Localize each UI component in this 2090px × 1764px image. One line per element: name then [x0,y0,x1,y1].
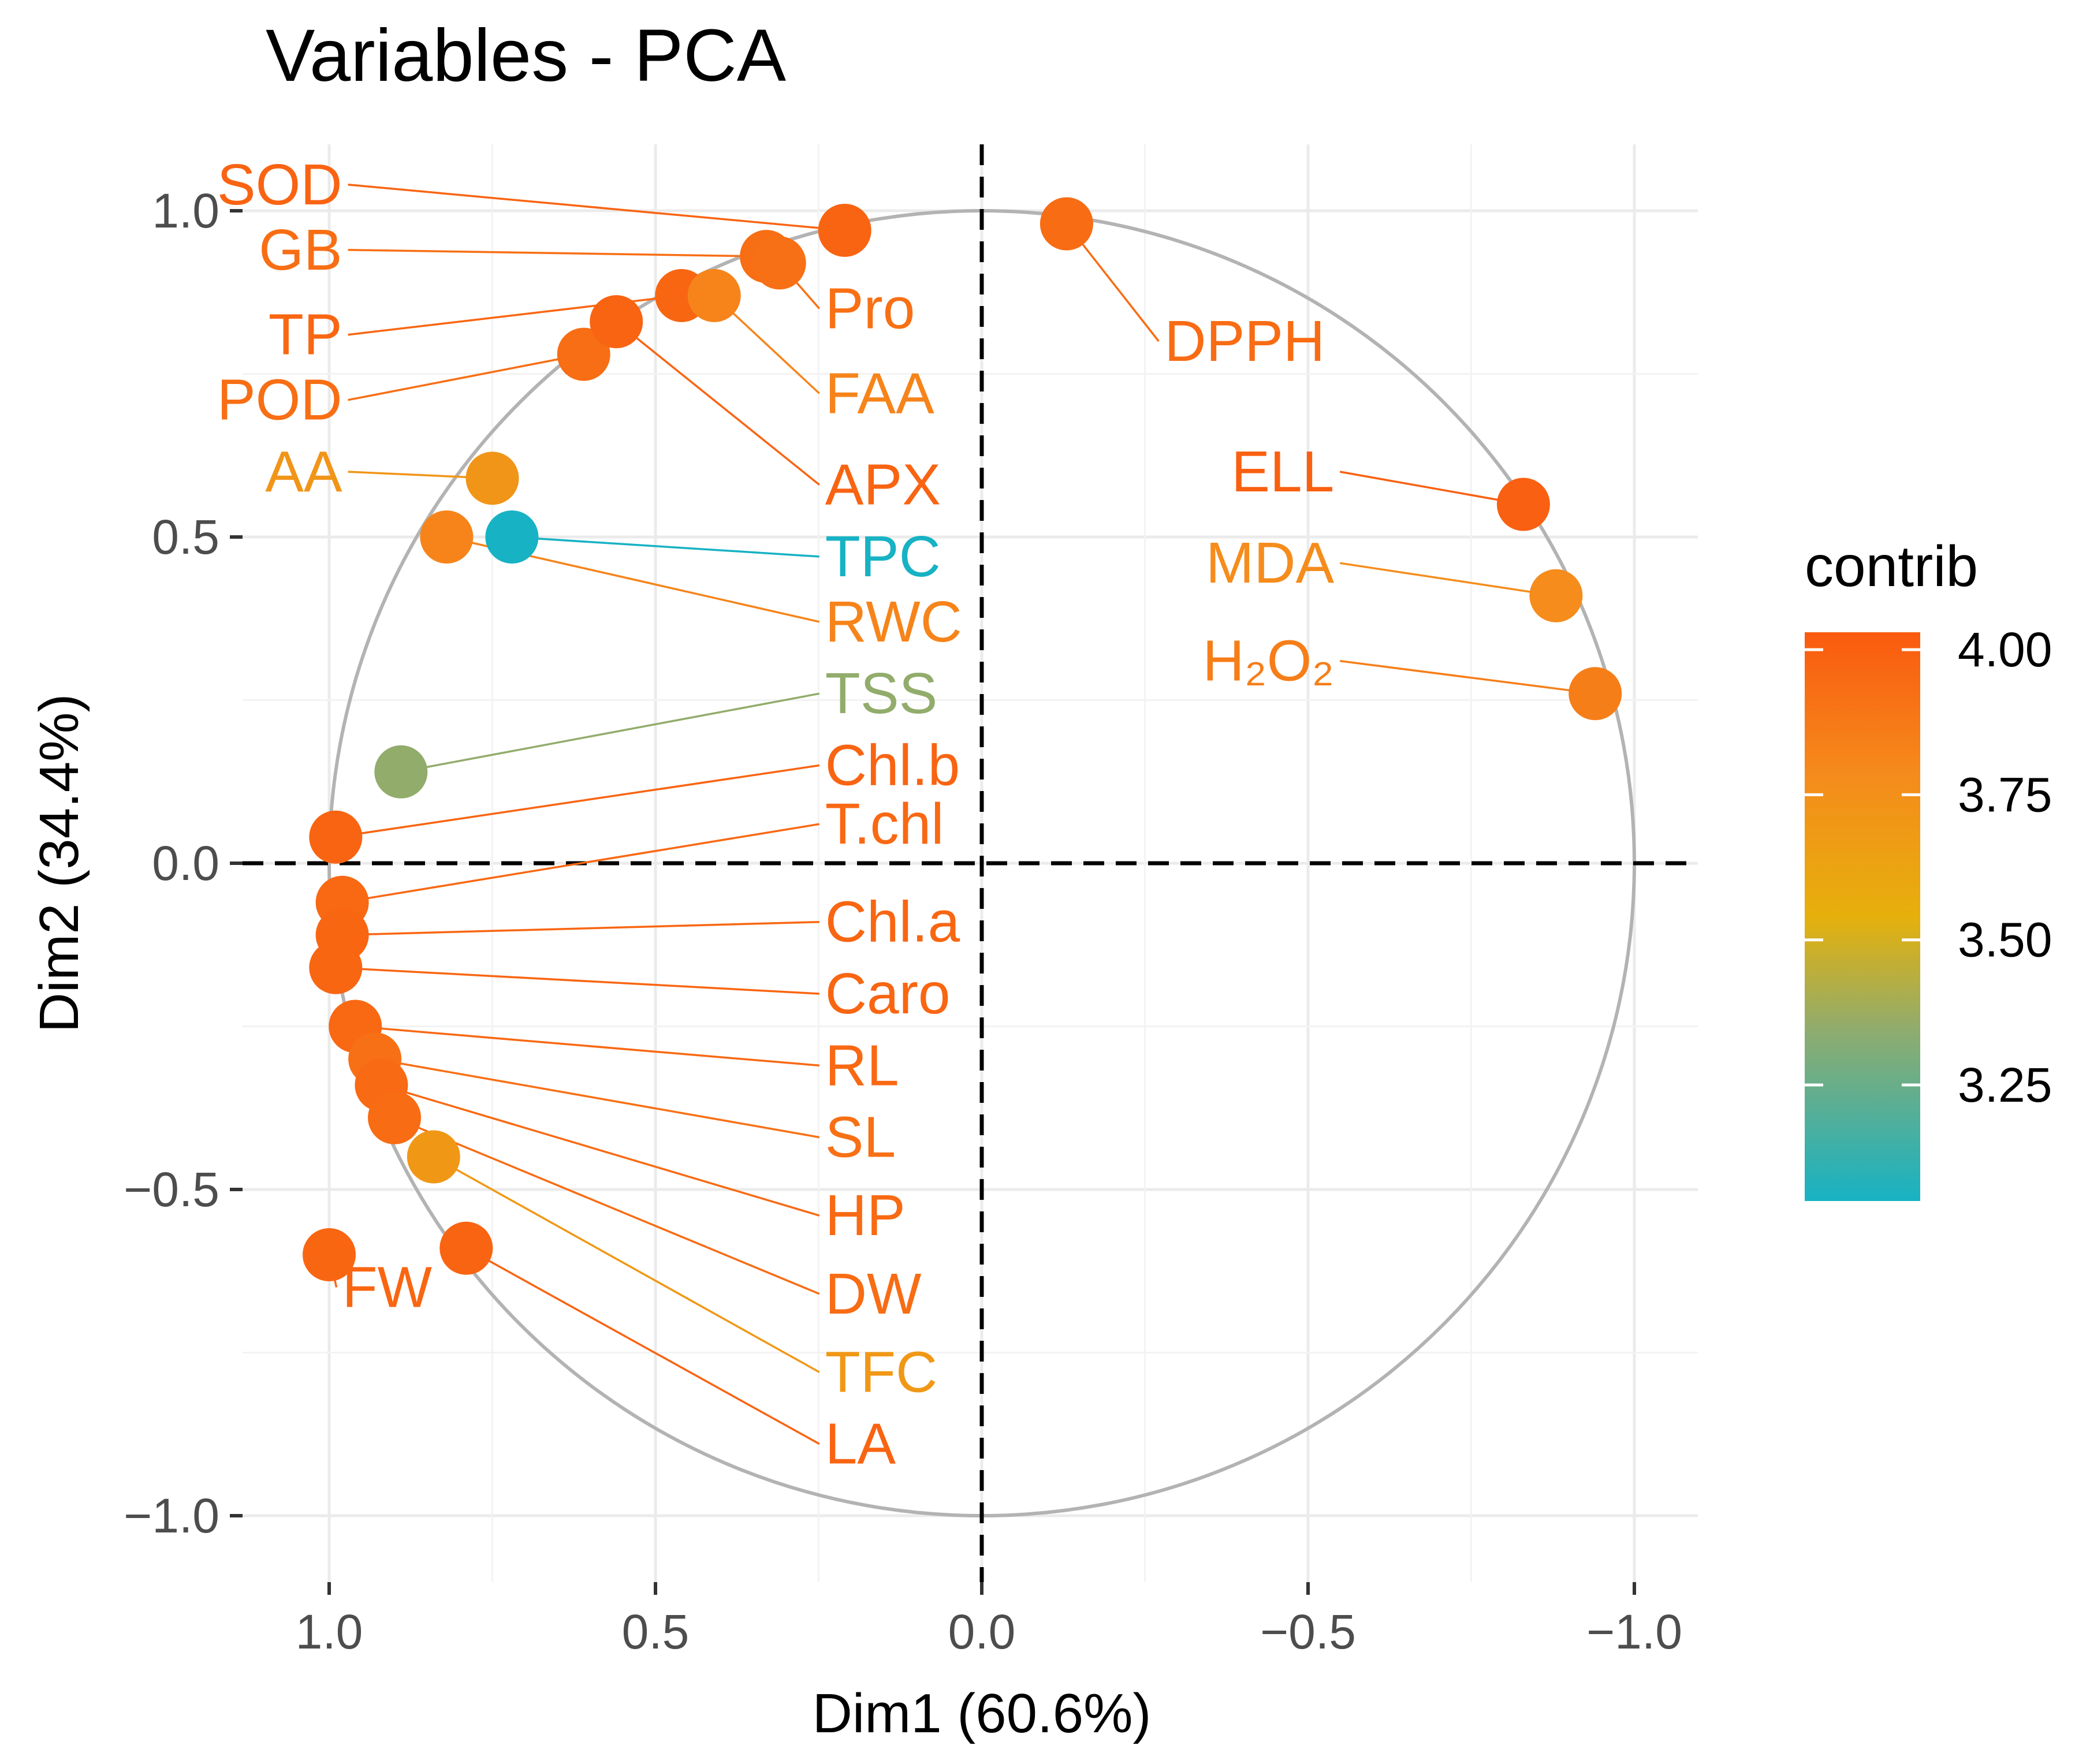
axis-ticks: 1.0 0.5 0.0 −0.5 −1.0 1.0 0.5 0.0 −0.5 −1.0 [124,184,1682,1659]
label-AA: AA [265,439,342,504]
point-LA [439,1221,493,1275]
connector-ELL [1339,471,1524,506]
y-tick-label: 1.0 [152,184,219,238]
connector-T.chl [342,823,820,904]
label-Chl.a: Chl.a [825,890,960,954]
y-tick-label: −1.0 [124,1489,219,1543]
variable-points [303,197,1622,1281]
label-DPPH: DPPH [1164,309,1325,374]
connector-HP [381,1084,820,1217]
point-POD [557,327,610,381]
color-legend: contrib 4.00 3.75 3.50 3.25 [1805,534,2052,1201]
x-tick-label: −0.5 [1260,1605,1356,1659]
connector-GB [348,249,767,258]
x-tick-label: 0.5 [622,1605,690,1659]
label-TFC: TFC [825,1340,937,1404]
point-Pro [752,236,806,290]
connector-Chl.b [336,764,820,838]
x-axis-title: Dim1 (60.6%) [813,1683,1152,1744]
point-FAA [687,268,741,322]
zero-reference-lines [243,144,1698,1582]
label-TSS: TSS [825,661,937,726]
label-SL: SL [825,1105,896,1170]
connector-TFC [433,1155,820,1373]
connector-Chl.a [342,920,819,937]
connector-H₂O₂ [1339,659,1596,695]
label-DW: DW [825,1262,922,1326]
x-tick-label: −1.0 [1586,1605,1682,1659]
legend-tick-label: 3.25 [1958,1058,2052,1112]
point-ELL [1496,478,1550,531]
point-Chl.b [309,810,363,864]
point-DW [368,1091,421,1144]
label-ELL: ELL [1231,439,1334,504]
legend-tick-label: 3.75 [1958,767,2052,822]
label-RWC: RWC [825,590,962,654]
label-RL: RL [825,1033,899,1098]
connector-TSS [400,692,820,773]
y-tick-label: −0.5 [124,1162,219,1217]
label-T.chl: T.chl [825,792,944,856]
point-FW [303,1228,356,1281]
label-TPC: TPC [825,524,941,589]
label-connectors [328,184,1596,1445]
connector-APX [616,320,820,486]
legend-tick-label: 4.00 [1958,622,2052,677]
label-POD: POD [217,368,342,432]
point-H₂O₂ [1569,667,1622,721]
point-RWC [420,510,474,564]
chart-title: Variables - PCA [266,14,787,97]
point-AA [465,452,519,505]
legend-colorbar [1805,632,1920,1201]
label-Chl.b: Chl.b [825,733,960,798]
connector-Caro [336,967,819,995]
connector-SOD [348,184,845,232]
label-LA: LA [825,1412,896,1476]
point-TPC [485,510,539,564]
point-SOD [818,203,871,257]
label-TP: TP [269,303,342,367]
label-GB: GB [259,218,342,282]
connector-SL [374,1058,820,1139]
point-Caro [309,941,363,994]
x-tick-label: 1.0 [296,1605,363,1659]
connector-TPC [512,536,819,558]
point-MDA [1529,569,1583,622]
label-FW: FW [342,1255,433,1320]
label-H₂O₂: H₂O₂ [1203,629,1335,693]
legend-tick-label: 3.50 [1958,913,2052,967]
label-APX: APX [825,453,941,517]
connector-RL [355,1025,819,1067]
connector-LA [465,1247,820,1445]
label-Pro: Pro [825,277,915,341]
legend-title: contrib [1805,534,1978,599]
point-APX [590,295,643,349]
x-tick-label: 0.0 [948,1605,1016,1659]
point-DPPH [1040,197,1093,251]
label-HP: HP [825,1183,906,1248]
label-MDA: MDA [1206,531,1335,595]
connector-POD [348,353,584,401]
y-tick-label: 0.0 [152,836,219,890]
point-TFC [407,1130,460,1184]
y-tick-label: 0.5 [152,510,219,564]
label-SOD: SOD [217,152,342,217]
connector-DW [394,1117,820,1295]
connector-MDA [1339,562,1556,597]
legend-ticks: 4.00 3.75 3.50 3.25 [1805,622,2052,1112]
label-Caro: Caro [825,961,951,1026]
point-TSS [374,745,428,799]
label-FAA: FAA [825,361,934,426]
y-axis-title: Dim2 (34.4%) [28,694,90,1033]
